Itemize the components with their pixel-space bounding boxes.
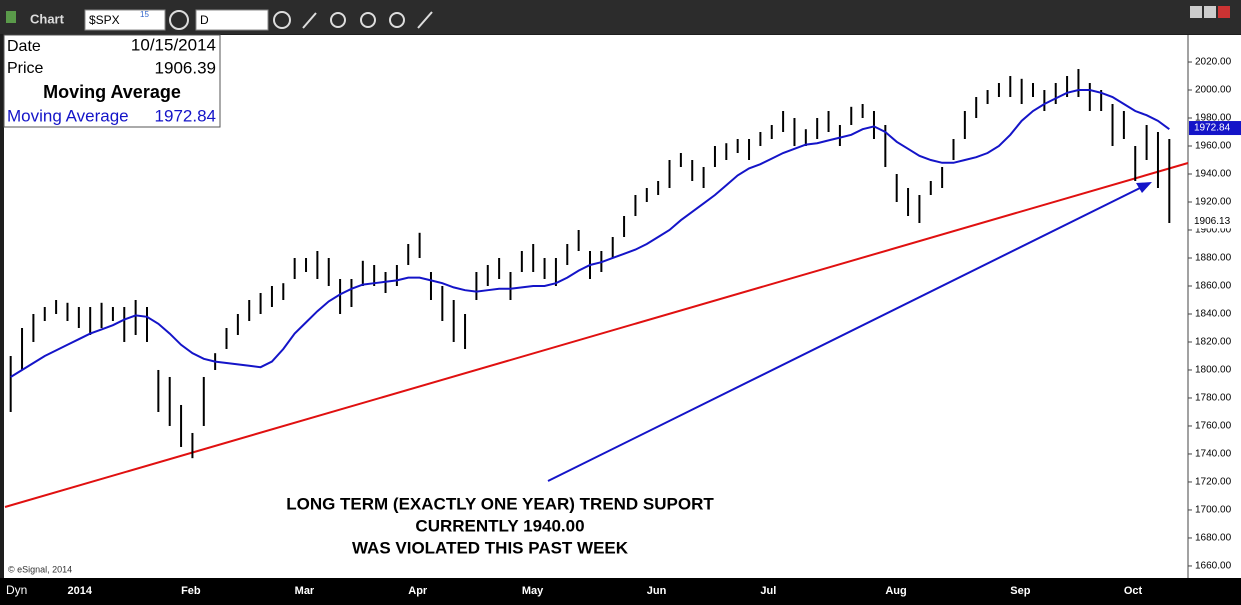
minimize-button[interactable] — [1190, 6, 1202, 18]
toolbar-title: Chart — [30, 11, 65, 26]
arrow-head — [1136, 182, 1152, 193]
maximize-button[interactable] — [1204, 6, 1216, 18]
x-tick-label: Jul — [760, 585, 776, 597]
y-tick-label: 2000.00 — [1195, 85, 1232, 96]
symbol-badge: 15 — [140, 10, 149, 19]
study-title: Moving Average — [43, 82, 181, 102]
y-tick-label: 1820.00 — [1195, 337, 1232, 348]
x-tick-label: May — [522, 585, 544, 597]
x-tick-label: Feb — [181, 585, 201, 597]
alert-button[interactable] — [389, 12, 405, 28]
cycle-button[interactable] — [330, 12, 346, 28]
y-tick-label: 1940.00 — [1195, 169, 1232, 180]
moving-average-line — [10, 89, 1170, 378]
copyright: © eSignal, 2014 — [8, 564, 72, 574]
y-tick-label: 1660.00 — [1195, 561, 1232, 572]
info-box — [3, 34, 221, 128]
x-tick-label: Oct — [1124, 585, 1143, 597]
y-tick-label: 1720.00 — [1195, 477, 1232, 488]
axis-marker-label: 1972.84 — [1194, 123, 1231, 134]
y-tick-label: 1740.00 — [1195, 449, 1232, 460]
x-tick-label: Apr — [408, 585, 428, 597]
y-tick-label: 1960.00 — [1195, 141, 1232, 152]
y-tick-label: 1900.00 — [1195, 225, 1232, 236]
chart-icon — [6, 11, 16, 23]
axis-marker — [1189, 214, 1241, 229]
axis-marker — [1189, 121, 1241, 136]
price: 1906.39 — [155, 58, 216, 77]
close-button[interactable] — [1218, 6, 1230, 18]
toolbar — [0, 0, 1241, 34]
symbol-box[interactable] — [84, 9, 166, 31]
interval: D — [200, 13, 209, 27]
y-tick-label: 1800.00 — [1195, 365, 1232, 376]
y-tick-label: 2020.00 — [1195, 57, 1232, 68]
tool-button[interactable] — [417, 11, 433, 29]
annotation: CURRENTLY 1940.00 — [415, 516, 584, 535]
y-tick-label: 1780.00 — [1195, 393, 1232, 404]
y-tick-label: 1860.00 — [1195, 281, 1232, 292]
refresh-button[interactable] — [169, 10, 189, 30]
y-tick-label: 1700.00 — [1195, 505, 1232, 516]
annotation: LONG TERM (EXACTLY ONE YEAR) TREND SUPOR… — [286, 494, 714, 513]
date: 10/15/2014 — [131, 35, 216, 54]
y-tick-label: 1980.00 — [1195, 113, 1232, 124]
x-tick-label: Jun — [647, 585, 667, 597]
x-tick-label: Sep — [1010, 585, 1030, 597]
marks — [9, 69, 1171, 459]
time-button[interactable] — [273, 11, 291, 29]
support-trendline — [4, 162, 1189, 508]
x-tick-label: 2014 — [67, 585, 92, 597]
y-tick-label: 1680.00 — [1195, 533, 1232, 544]
date-label: Date — [7, 38, 41, 55]
draw-button[interactable] — [302, 12, 317, 29]
y-tick-label: 1880.00 — [1195, 253, 1232, 264]
symbol: $SPX — [89, 13, 120, 27]
axis-marker-label: 1906.13 — [1194, 216, 1231, 227]
time-axis — [0, 578, 1241, 605]
price-label: Price — [7, 60, 44, 77]
study-name: Moving Average — [7, 106, 129, 125]
mode: Dyn — [6, 583, 27, 597]
interval-box[interactable] — [195, 9, 269, 31]
y-tick-label: 1760.00 — [1195, 421, 1232, 432]
play-button[interactable] — [360, 12, 376, 28]
study-value: 1972.84 — [155, 106, 216, 125]
annotation: WAS VIOLATED THIS PAST WEEK — [352, 538, 629, 557]
y-tick-label: 1920.00 — [1195, 197, 1232, 208]
pointer-arrow — [547, 187, 1141, 482]
x-tick-label: Aug — [885, 585, 906, 597]
y-tick-label: 1840.00 — [1195, 309, 1232, 320]
x-tick-label: Mar — [295, 585, 315, 597]
